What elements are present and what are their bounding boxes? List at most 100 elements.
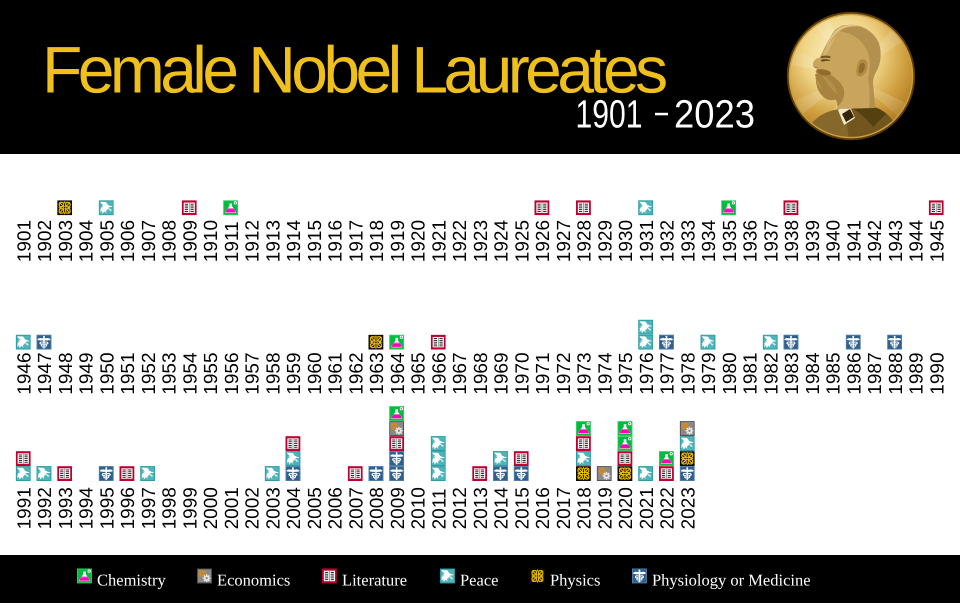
svg-text:1916: 1916 <box>326 220 347 262</box>
svg-text:1932: 1932 <box>658 220 679 262</box>
svg-text:2014: 2014 <box>492 487 513 530</box>
svg-text:1938: 1938 <box>782 220 803 262</box>
svg-text:1950: 1950 <box>97 352 118 394</box>
svg-text:1910: 1910 <box>201 220 222 262</box>
svg-text:1904: 1904 <box>77 219 98 262</box>
svg-text:1987: 1987 <box>865 352 886 394</box>
svg-text:2016: 2016 <box>533 487 554 529</box>
svg-text:1907: 1907 <box>139 220 160 262</box>
svg-text:1992: 1992 <box>35 487 56 529</box>
svg-text:1956: 1956 <box>222 352 243 394</box>
svg-text:1949: 1949 <box>77 352 98 394</box>
svg-text:1972: 1972 <box>554 352 575 394</box>
svg-text:1940: 1940 <box>824 220 845 262</box>
svg-text:1919: 1919 <box>388 220 409 262</box>
svg-text:Physics: Physics <box>550 571 600 590</box>
svg-text:1952: 1952 <box>139 352 160 394</box>
svg-text:1912: 1912 <box>243 220 264 262</box>
svg-text:1935: 1935 <box>720 220 741 262</box>
svg-text:2009: 2009 <box>388 487 409 529</box>
svg-text:1988: 1988 <box>886 352 907 394</box>
svg-text:1914: 1914 <box>284 219 305 262</box>
svg-text:1953: 1953 <box>160 352 181 394</box>
svg-text:1965: 1965 <box>409 352 430 394</box>
svg-text:2012: 2012 <box>450 487 471 529</box>
svg-text:1996: 1996 <box>118 487 139 529</box>
svg-text:1977: 1977 <box>658 352 679 394</box>
svg-text:1984: 1984 <box>803 352 824 395</box>
svg-text:1937: 1937 <box>761 220 782 262</box>
svg-text:1926: 1926 <box>533 220 554 262</box>
svg-text:1929: 1929 <box>595 220 616 262</box>
svg-text:1918: 1918 <box>367 220 388 262</box>
svg-text:1933: 1933 <box>678 220 699 262</box>
svg-text:2022: 2022 <box>658 487 679 529</box>
svg-text:Chemistry: Chemistry <box>97 571 166 590</box>
svg-text:1931: 1931 <box>637 220 658 262</box>
svg-text:1986: 1986 <box>844 352 865 394</box>
svg-text:1961: 1961 <box>326 352 347 394</box>
svg-text:2018: 2018 <box>575 487 596 529</box>
svg-text:1998: 1998 <box>160 487 181 529</box>
svg-text:1999: 1999 <box>180 487 201 529</box>
svg-text:1906: 1906 <box>118 220 139 262</box>
svg-text:1945: 1945 <box>927 220 948 262</box>
svg-text:1908: 1908 <box>160 220 181 262</box>
svg-text:2017: 2017 <box>554 487 575 529</box>
svg-text:1982: 1982 <box>761 352 782 394</box>
svg-text:1968: 1968 <box>471 352 492 394</box>
svg-text:1960: 1960 <box>305 352 326 394</box>
svg-text:2023: 2023 <box>674 92 755 136</box>
svg-text:1997: 1997 <box>139 487 160 529</box>
svg-text:1936: 1936 <box>741 220 762 262</box>
svg-text:1913: 1913 <box>263 220 284 262</box>
svg-text:1971: 1971 <box>533 352 554 394</box>
svg-text:1962: 1962 <box>346 352 367 394</box>
svg-text:1958: 1958 <box>263 352 284 394</box>
svg-text:1917: 1917 <box>346 220 367 262</box>
svg-text:1979: 1979 <box>699 352 720 394</box>
svg-text:1951: 1951 <box>118 352 139 394</box>
svg-text:2010: 2010 <box>409 487 430 529</box>
svg-text:2019: 2019 <box>595 487 616 529</box>
svg-text:1934: 1934 <box>699 219 720 262</box>
svg-text:1901: 1901 <box>576 92 643 136</box>
svg-text:2021: 2021 <box>637 487 658 529</box>
svg-text:1995: 1995 <box>97 487 118 529</box>
svg-text:1978: 1978 <box>678 352 699 394</box>
svg-text:1981: 1981 <box>741 352 762 394</box>
svg-text:1976: 1976 <box>637 352 658 394</box>
svg-text:1973: 1973 <box>575 352 596 394</box>
svg-text:1905: 1905 <box>97 220 118 262</box>
svg-text:Physiology or Medicine: Physiology or Medicine <box>652 571 811 590</box>
svg-text:2007: 2007 <box>346 487 367 529</box>
svg-text:2004: 2004 <box>284 487 305 530</box>
svg-text:1980: 1980 <box>720 352 741 394</box>
svg-text:1974: 1974 <box>595 352 616 395</box>
svg-text:1901: 1901 <box>14 220 35 262</box>
svg-text:1957: 1957 <box>243 352 264 394</box>
svg-text:2020: 2020 <box>616 487 637 529</box>
svg-text:1990: 1990 <box>927 352 948 394</box>
svg-text:1902: 1902 <box>35 220 56 262</box>
svg-text:1948: 1948 <box>56 352 77 394</box>
svg-text:1966: 1966 <box>429 352 450 394</box>
svg-text:1959: 1959 <box>284 352 305 394</box>
svg-text:1985: 1985 <box>824 352 845 394</box>
svg-text:1927: 1927 <box>554 220 575 262</box>
svg-text:1924: 1924 <box>492 219 513 262</box>
svg-text:2006: 2006 <box>326 487 347 529</box>
svg-text:2008: 2008 <box>367 487 388 529</box>
svg-text:1955: 1955 <box>201 352 222 394</box>
svg-text:1969: 1969 <box>492 352 513 394</box>
svg-text:2003: 2003 <box>263 487 284 529</box>
svg-text:1975: 1975 <box>616 352 637 394</box>
svg-text:2015: 2015 <box>512 487 533 529</box>
svg-text:2023: 2023 <box>678 487 699 529</box>
svg-text:1943: 1943 <box>886 220 907 262</box>
svg-text:Economics: Economics <box>217 571 290 590</box>
svg-text:1939: 1939 <box>803 220 824 262</box>
svg-text:1903: 1903 <box>56 220 77 262</box>
svg-text:1970: 1970 <box>512 352 533 394</box>
svg-text:2000: 2000 <box>201 487 222 529</box>
